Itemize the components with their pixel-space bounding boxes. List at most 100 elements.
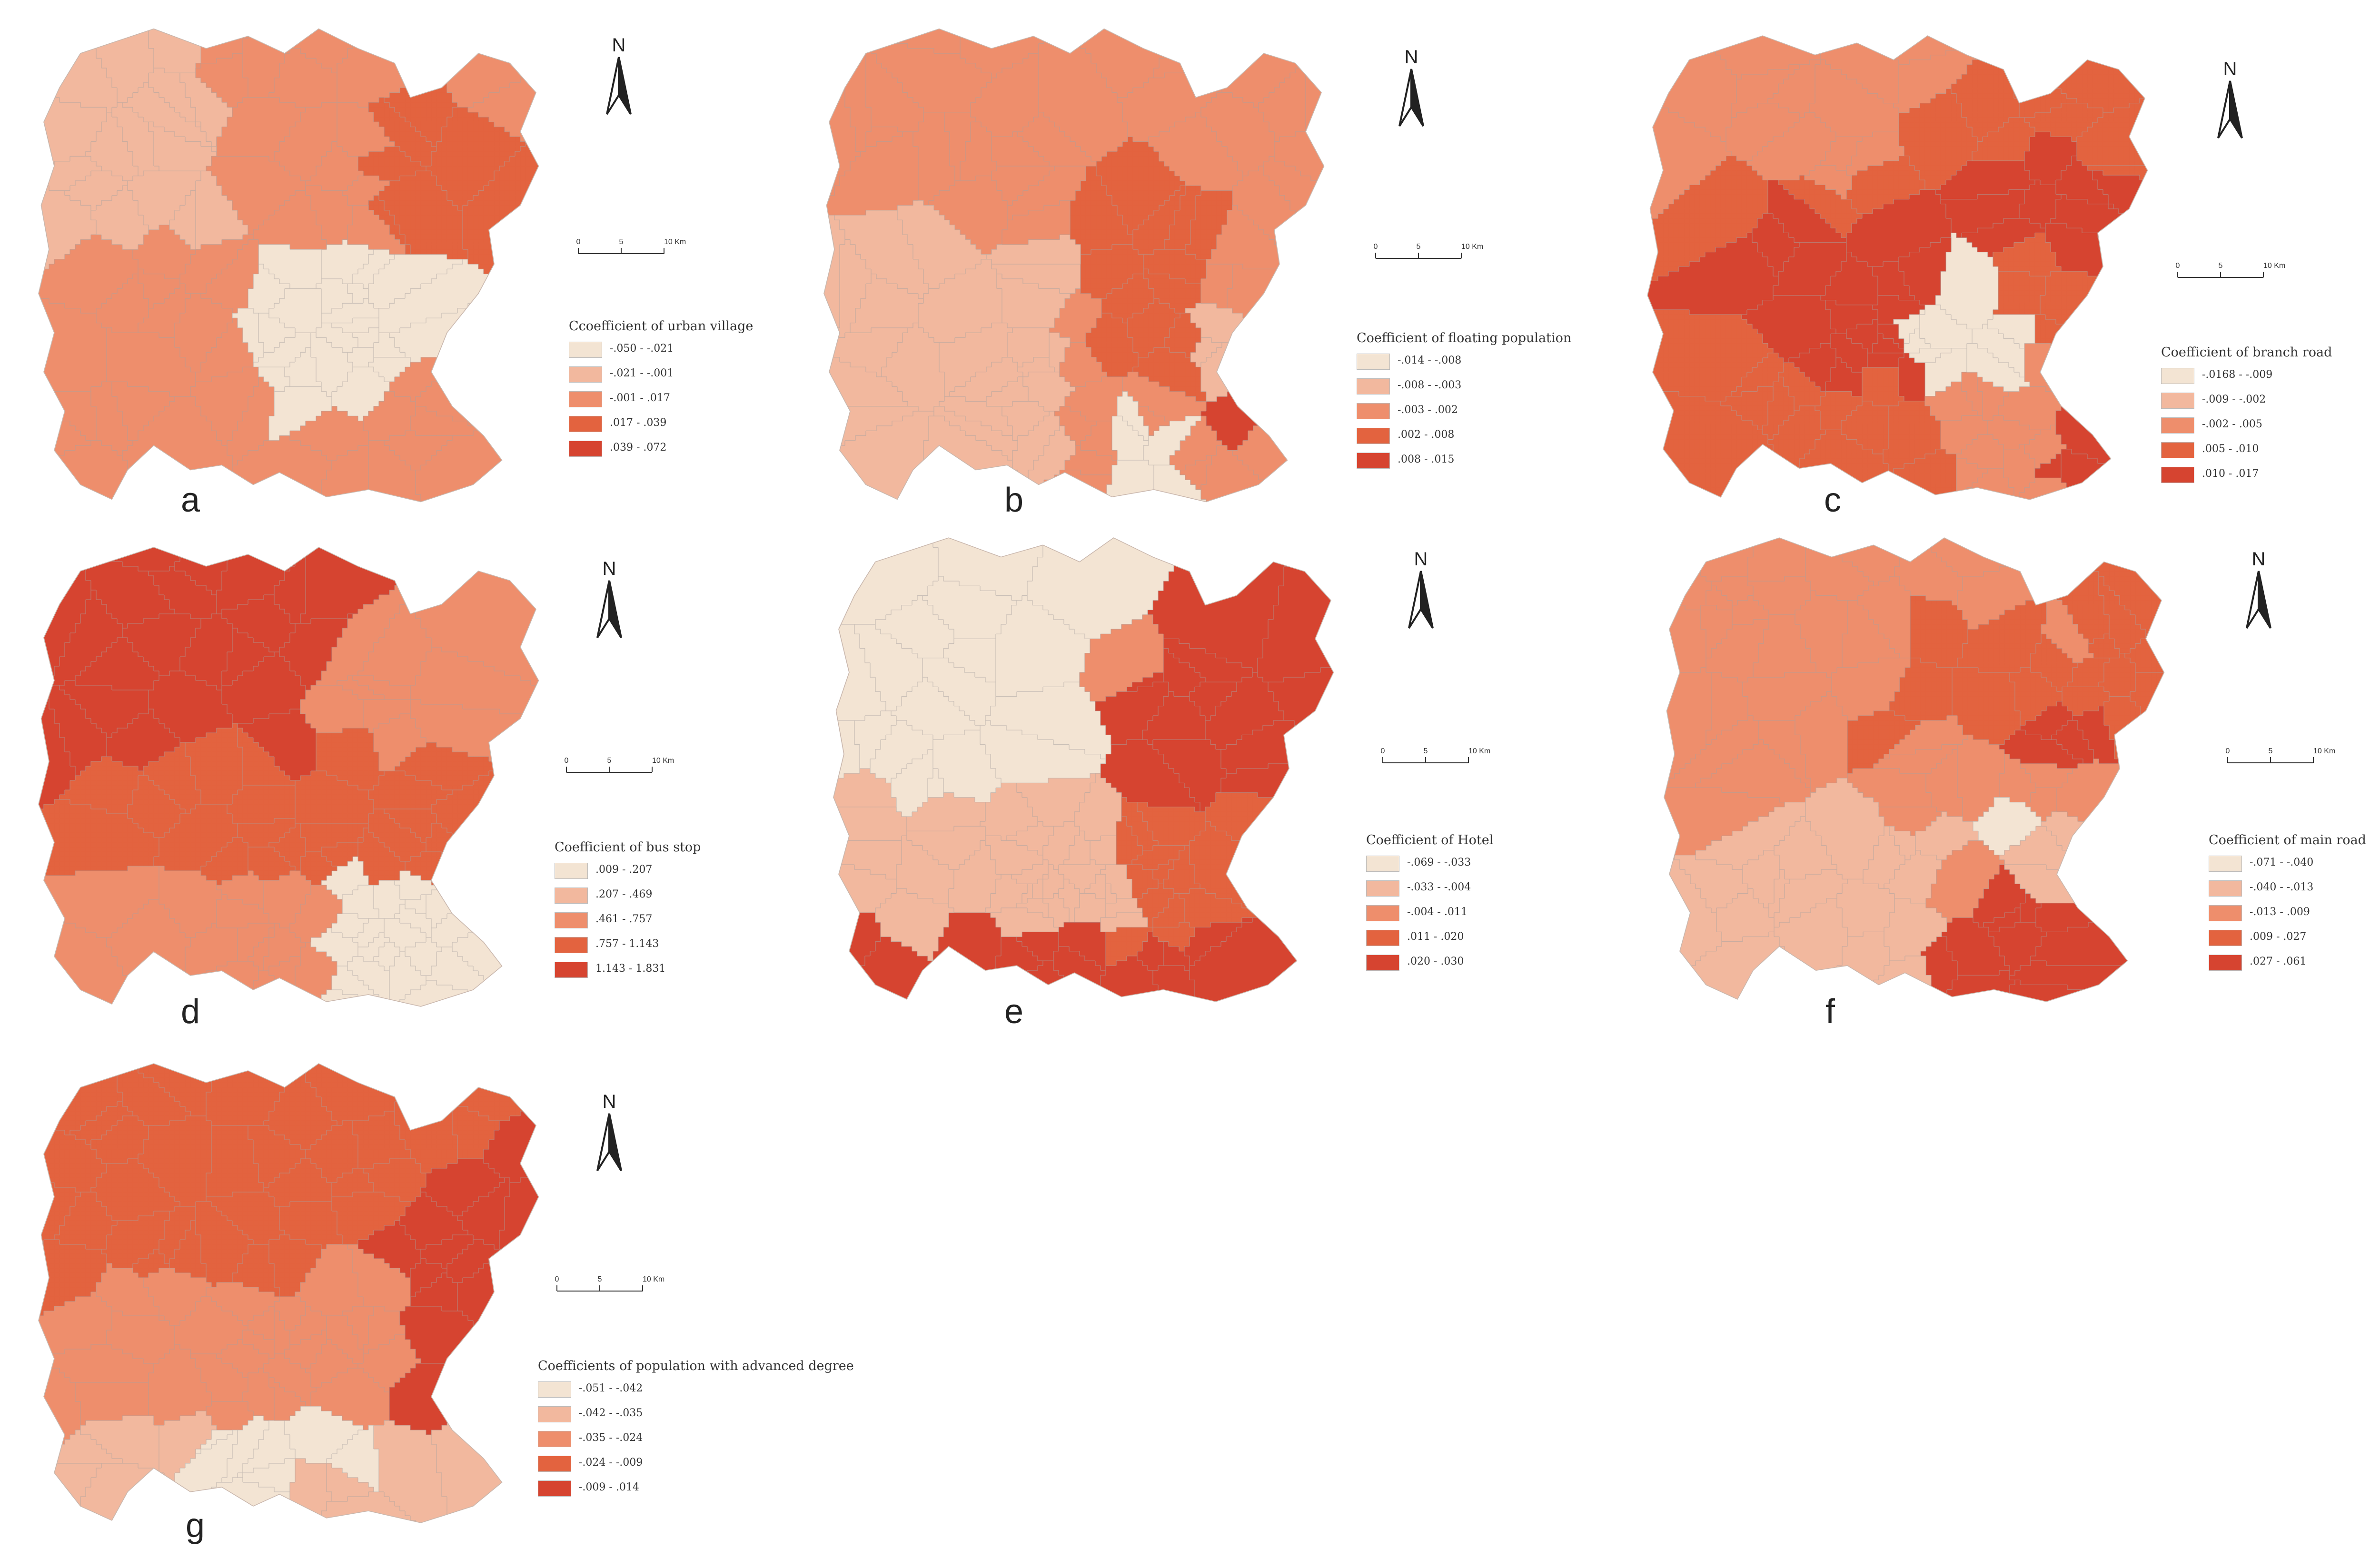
- legend-entry: -.009 - -.002: [2161, 391, 2332, 410]
- legend-entry: -.003 - .002: [1357, 401, 1528, 420]
- legend-swatch: [1357, 403, 1390, 419]
- district-g-2: [106, 1311, 175, 1364]
- district-g-45: [159, 1410, 217, 1483]
- scale-tick-label: 10 Km: [1461, 243, 1483, 251]
- legend-entry: -.008 - -.003: [1357, 376, 1528, 395]
- legend-label: .002 - .008: [1398, 429, 1455, 441]
- district-a-81: [216, 97, 306, 162]
- district-c-38: [1940, 189, 2025, 238]
- legend-swatch: [569, 441, 602, 457]
- legend-entry: .461 - .757: [555, 910, 726, 929]
- legend-entry: .009 - .027: [2209, 928, 2380, 947]
- district-f-22: [1910, 595, 1968, 668]
- district-c-73: [1746, 112, 1836, 180]
- legend-swatch: [1357, 378, 1390, 394]
- legend-entry: 1.143 - 1.831: [555, 960, 726, 979]
- district-c-12: [1788, 343, 1836, 392]
- district-b-26: [991, 166, 1055, 206]
- legend-title: Ccoefficient of urban village: [569, 319, 754, 334]
- legend-entry: .017 - .039: [569, 414, 740, 433]
- district-c-14: [1898, 88, 1978, 190]
- legend-title: Coefficient of main road: [2209, 833, 2366, 848]
- district-f-93: [1925, 840, 2005, 923]
- panel-label-d: d: [180, 993, 200, 1031]
- district-e-56: [875, 888, 954, 961]
- scale-tick-label: 5: [598, 1275, 602, 1283]
- legend-swatch: [2209, 955, 2242, 971]
- scale-tick-label: 10 Km: [652, 757, 674, 765]
- legend-entry: .002 - .008: [1357, 426, 1528, 445]
- legend-swatch: [2209, 930, 2242, 946]
- legend-label: -.071 - -.040: [2250, 857, 2314, 868]
- panel-label-g: g: [185, 1507, 205, 1545]
- legend-entry: -.013 - .009: [2209, 903, 2380, 922]
- district-b-24: [960, 121, 997, 181]
- legend-entry: .757 - 1.143: [555, 935, 726, 954]
- legend-entry: .010 - .017: [2161, 465, 2332, 484]
- scale-tick-label: 5: [607, 757, 612, 765]
- choropleth-map-c: [1647, 35, 2148, 500]
- district-b-27: [928, 176, 1008, 255]
- scale-tick-label: 0: [555, 1275, 559, 1283]
- legend-label: -.009 - -.002: [2202, 394, 2266, 405]
- legend-swatch: [569, 366, 602, 383]
- district-e-24: [854, 710, 897, 769]
- scale-bar-icon: 0 5 10 Km: [2226, 747, 2335, 763]
- choropleth-map-g: [38, 1063, 539, 1523]
- district-e-7: [995, 595, 1091, 697]
- north-label: N: [603, 558, 616, 579]
- scale-tick-label: 5: [1424, 747, 1428, 755]
- legend-swatch: [2209, 905, 2242, 921]
- legend-entry: -.035 - -.024: [538, 1429, 709, 1448]
- legend-entry: -.051 - -.042: [538, 1380, 709, 1399]
- scale-bar-icon: 0 5 10 Km: [1374, 243, 1483, 259]
- legend-swatch: [555, 912, 588, 928]
- study-area-outline: [38, 28, 539, 503]
- choropleth-map-e: [833, 537, 1334, 1002]
- district-d-84: [452, 870, 539, 1006]
- legend-swatch: [2161, 417, 2194, 434]
- district-f-11: [1674, 855, 1748, 913]
- legend-swatch: [569, 416, 602, 432]
- district-c-88: [1741, 295, 1836, 363]
- legend-label: -.002 - .005: [2202, 418, 2262, 430]
- study-area-outline: [1664, 537, 2165, 1002]
- district-b-69: [1305, 29, 1324, 132]
- district-b-2: [918, 259, 1002, 343]
- district-f-74: [2056, 759, 2164, 856]
- panel-label-e: e: [1004, 993, 1024, 1031]
- legend-label: .027 - .061: [2250, 956, 2307, 967]
- district-b-39: [1080, 244, 1144, 299]
- legend-swatch: [1357, 428, 1390, 444]
- legend-entry: -.040 - -.013: [2209, 878, 2380, 897]
- legend-label: -.042 - -.035: [579, 1407, 643, 1419]
- district-boundaries: [1664, 538, 2164, 1002]
- study-area-outline: [38, 547, 539, 1007]
- scale-tick-label: 5: [619, 238, 624, 246]
- district-d-63: [237, 818, 296, 848]
- district-f-55: [1747, 538, 1806, 582]
- district-d-91: [316, 728, 385, 790]
- district-b-80: [1153, 29, 1217, 78]
- panel-label-f: f: [1825, 993, 1835, 1031]
- legend-title: Coefficient of Hotel: [1366, 833, 1494, 848]
- scale-tick-label: 0: [2226, 747, 2230, 755]
- district-f-30: [1842, 600, 1900, 668]
- legend-swatch: [2161, 368, 2194, 384]
- legend-label: .039 - .072: [610, 442, 667, 454]
- north-arrow-icon: N: [606, 35, 632, 115]
- legend-entry: -.009 - .014: [538, 1479, 709, 1498]
- district-a-93: [148, 68, 201, 127]
- legend-label: -.0168 - -.009: [2202, 369, 2273, 381]
- district-c-65: [2061, 449, 2148, 500]
- north-label: N: [2223, 59, 2237, 79]
- legend-swatch: [1366, 880, 1399, 897]
- scale-bar-icon: 0 5 10 Km: [565, 757, 674, 773]
- scale-tick-label: 5: [2269, 747, 2273, 755]
- scale-tick-label: 10 Km: [2263, 262, 2285, 270]
- north-arrow-icon: N: [596, 558, 622, 639]
- district-g-9: [268, 1234, 322, 1297]
- scale-tick-label: 5: [2219, 262, 2223, 270]
- district-f-59: [1941, 917, 2010, 976]
